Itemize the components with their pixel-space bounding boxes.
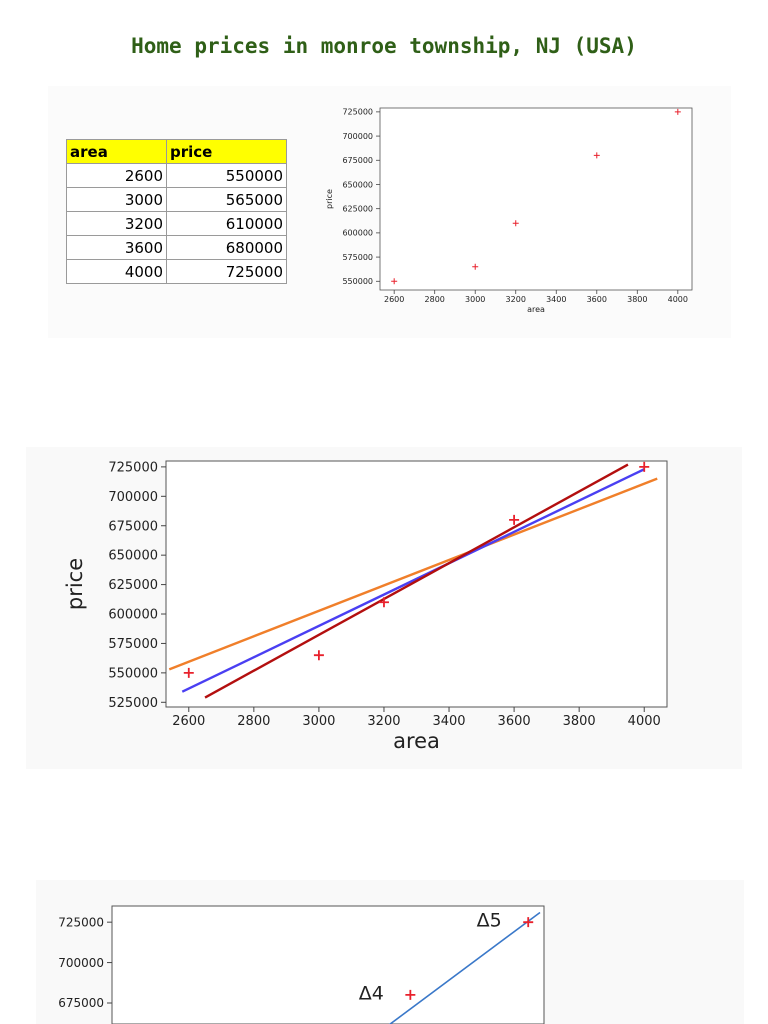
y-tick-label: 550000 <box>108 666 158 681</box>
regression-line <box>204 463 629 699</box>
table-cell: 3200 <box>66 211 167 236</box>
data-table: area price 2600 550000 3000 565000 3200 610… <box>66 139 287 284</box>
y-tick-label: 675000 <box>58 996 104 1010</box>
x-tick-label: 3800 <box>563 714 596 729</box>
x-tick-label: 2800 <box>425 295 445 304</box>
table-cell: 3600 <box>66 235 167 260</box>
x-tick-label: 3400 <box>432 714 465 729</box>
table-cell: 725000 <box>166 259 287 284</box>
x-tick-label: 4000 <box>628 714 661 729</box>
plot-frame <box>111 905 545 1024</box>
y-tick-label: 575000 <box>342 253 373 262</box>
x-tick-label: 3600 <box>587 295 607 304</box>
data-point <box>639 461 650 472</box>
plot-frame <box>379 107 693 291</box>
data-point <box>405 989 416 1000</box>
x-tick-label: 4000 <box>668 295 688 304</box>
y-tick-label: 725000 <box>58 915 104 929</box>
regression-line <box>181 468 645 693</box>
plot-area <box>388 911 541 1024</box>
x-tick-label: 3400 <box>546 295 566 304</box>
page-title: Home prices in monroe township, NJ (USA) <box>131 34 637 58</box>
table-row: 3200 610000 <box>66 211 287 236</box>
y-tick-label: 675000 <box>342 156 373 165</box>
column-header-area: area <box>66 139 167 164</box>
table-header-row: area price <box>66 139 287 164</box>
y-tick-label: 625000 <box>108 578 158 593</box>
table-cell: 610000 <box>166 211 287 236</box>
y-tick-label: 700000 <box>342 132 373 141</box>
y-tick-label: 700000 <box>58 956 104 970</box>
table-row: 3600 680000 <box>66 235 287 260</box>
y-tick-label: 575000 <box>108 637 158 652</box>
y-tick-label: 600000 <box>342 229 373 238</box>
data-point <box>674 108 681 115</box>
x-tick-label: 3200 <box>367 714 400 729</box>
x-tick-label: 2600 <box>384 295 404 304</box>
data-point <box>183 667 194 678</box>
table-cell: 680000 <box>166 235 287 260</box>
y-tick-label: 625000 <box>342 204 373 213</box>
table-cell: 565000 <box>166 187 287 212</box>
data-point <box>472 263 479 270</box>
regression-line <box>388 911 541 1024</box>
x-tick-label: 3600 <box>498 714 531 729</box>
delta-annotation: Δ5 <box>477 910 502 932</box>
y-axis-label: price <box>325 189 334 209</box>
x-tick-label: 3200 <box>506 295 526 304</box>
x-axis-label: area <box>393 729 440 753</box>
x-tick-label: 2600 <box>172 714 205 729</box>
plot-area <box>391 108 681 285</box>
delta-annotation: Δ4 <box>359 982 384 1004</box>
table-row: 3000 565000 <box>66 187 287 212</box>
plot-frame <box>165 460 668 708</box>
y-tick-label: 675000 <box>108 519 158 534</box>
column-header-price: price <box>166 139 287 164</box>
data-point <box>509 514 520 525</box>
x-tick-label: 2800 <box>237 714 270 729</box>
plot-area <box>168 461 658 699</box>
x-axis-label: area <box>527 305 545 314</box>
y-tick-label: 600000 <box>108 608 158 623</box>
x-tick-label: 3000 <box>302 714 335 729</box>
y-tick-label: 725000 <box>342 108 373 117</box>
y-axis-label: price <box>63 558 87 610</box>
data-point <box>523 917 534 928</box>
x-tick-label: 3000 <box>465 295 485 304</box>
y-tick-label: 650000 <box>108 549 158 564</box>
table-cell: 2600 <box>66 163 167 188</box>
data-point <box>512 220 519 227</box>
y-tick-label: 550000 <box>342 277 373 286</box>
data-point <box>378 597 389 608</box>
data-point <box>593 152 600 159</box>
table-cell: 550000 <box>166 163 287 188</box>
table-row: 4000 725000 <box>66 259 287 284</box>
y-tick-label: 700000 <box>108 490 158 505</box>
table-cell: 3000 <box>66 187 167 212</box>
data-point <box>391 278 398 285</box>
table-row: 2600 550000 <box>66 163 287 188</box>
regression-line <box>168 477 658 671</box>
x-tick-label: 3800 <box>627 295 647 304</box>
y-tick-label: 725000 <box>108 460 158 475</box>
y-tick-label: 650000 <box>342 180 373 189</box>
table-cell: 4000 <box>66 259 167 284</box>
data-point <box>313 650 324 661</box>
y-tick-label: 525000 <box>108 696 158 711</box>
